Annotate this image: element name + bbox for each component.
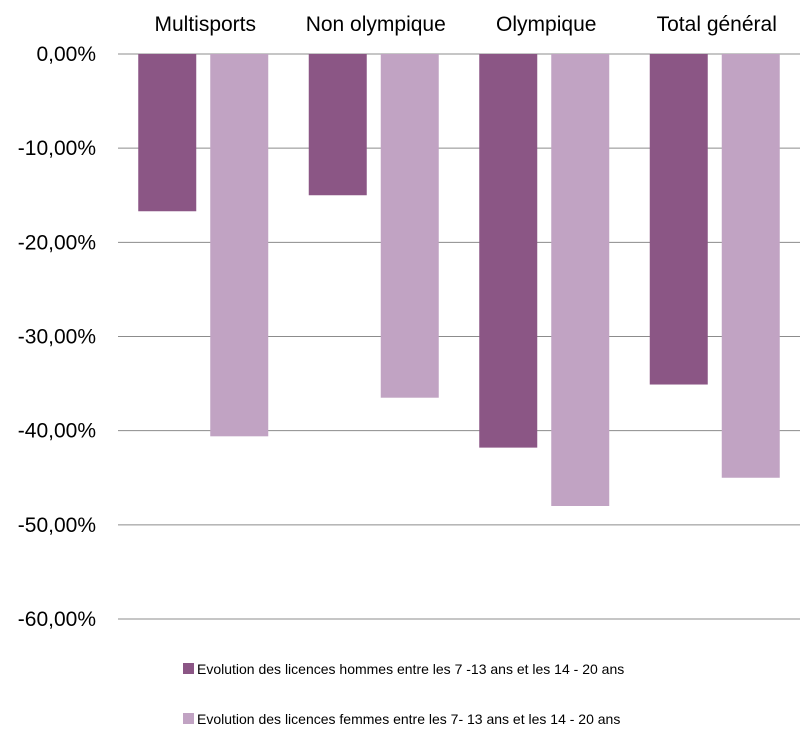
category-label: Non olympique	[306, 13, 446, 36]
bar-series-2	[210, 54, 269, 437]
legend-swatch	[183, 713, 194, 724]
bar-series-1	[138, 54, 197, 212]
legend-label: Evolution des licences femmes entre les …	[197, 711, 620, 727]
legend: Evolution des licences hommes entre les …	[183, 661, 624, 727]
y-tick-label: -50,00%	[18, 514, 96, 537]
legend-label: Evolution des licences hommes entre les …	[197, 661, 624, 677]
y-tick-label: -60,00%	[18, 608, 96, 631]
category-label: Olympique	[496, 13, 596, 36]
category-label: Multisports	[154, 13, 256, 36]
y-tick-label: -20,00%	[18, 231, 96, 254]
y-tick-label: 0,00%	[36, 43, 96, 66]
bar-series-1	[479, 54, 538, 448]
legend-swatch	[183, 663, 194, 674]
category-labels: Multisports Non olympique Olympique Total g…	[154, 13, 776, 36]
bar-series-2	[380, 54, 439, 398]
y-axis-tick-labels: 0,00% -10,00% -20,00% -30,00% -40,00% -50,00%…	[18, 43, 96, 631]
bar-series-2	[551, 54, 610, 506]
category-label: Total général	[657, 13, 777, 36]
bar-series-2	[721, 54, 780, 478]
y-tick-label: -30,00%	[18, 326, 96, 349]
bar-series-1	[308, 54, 367, 196]
y-tick-label: -40,00%	[18, 420, 96, 443]
bars	[138, 54, 780, 506]
y-tick-label: -10,00%	[18, 137, 96, 160]
bar-series-1	[649, 54, 708, 385]
